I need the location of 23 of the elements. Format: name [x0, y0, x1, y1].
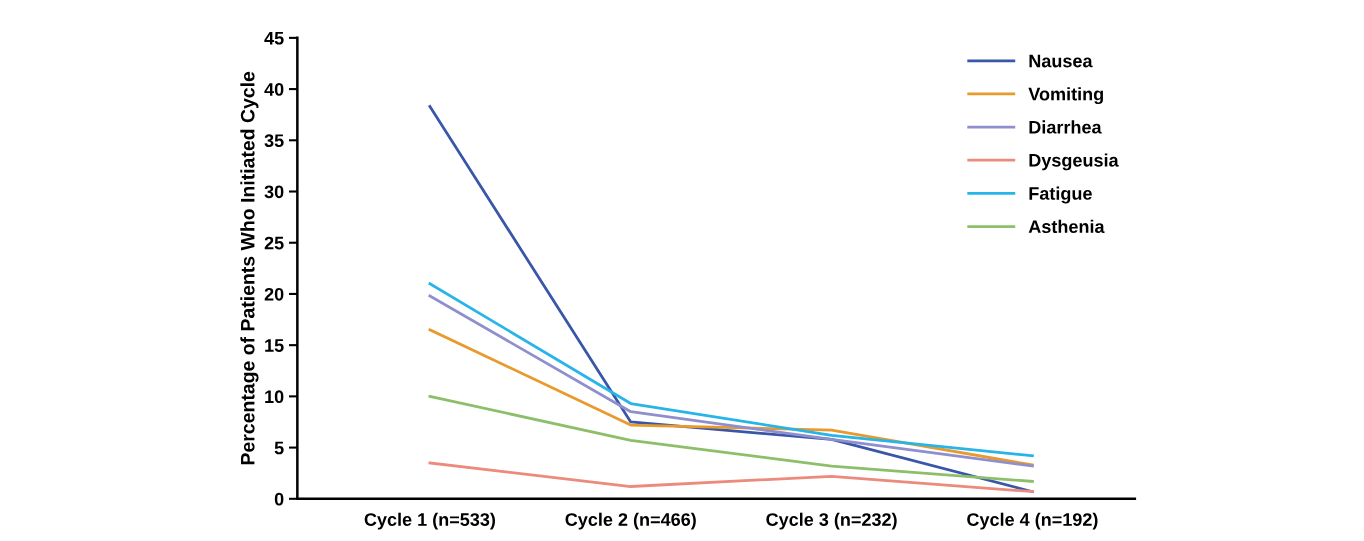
- line-series: [428, 461, 1034, 494]
- legend-label: Diarrhea: [1029, 120, 1102, 134]
- legend-label: Nausea: [1029, 54, 1093, 68]
- y-tick-label: 25: [264, 236, 284, 250]
- y-tick-label: 20: [264, 287, 284, 301]
- y-tick-label: 0: [274, 492, 284, 506]
- x-tick-label: Cycle 3 (n=232): [766, 512, 897, 530]
- legend-label: Dysgeusia: [1029, 153, 1119, 171]
- x-tick-label: Cycle 1 (n=533): [364, 512, 495, 530]
- y-tick-label: 5: [274, 441, 284, 455]
- x-tick-label: Cycle 4 (n=192): [967, 512, 1098, 530]
- y-tick-label: 35: [264, 134, 284, 148]
- legend-label: Fatigue: [1029, 186, 1092, 204]
- y-tick-label: 30: [264, 185, 284, 199]
- y-tick-label: 10: [265, 390, 284, 404]
- y-axis-title: Percentage of Patients Who Initiated Cycle: [240, 71, 259, 465]
- line-series: [428, 394, 1034, 483]
- legend-label: Asthenia: [1028, 219, 1105, 234]
- y-tick-label: 15: [265, 339, 284, 352]
- legend-label: Vomiting: [1028, 87, 1103, 105]
- y-tick-label: 45: [264, 31, 284, 45]
- x-tick-label: Cycle 2 (n=466): [565, 512, 696, 530]
- y-tick-label: 40: [264, 83, 284, 96]
